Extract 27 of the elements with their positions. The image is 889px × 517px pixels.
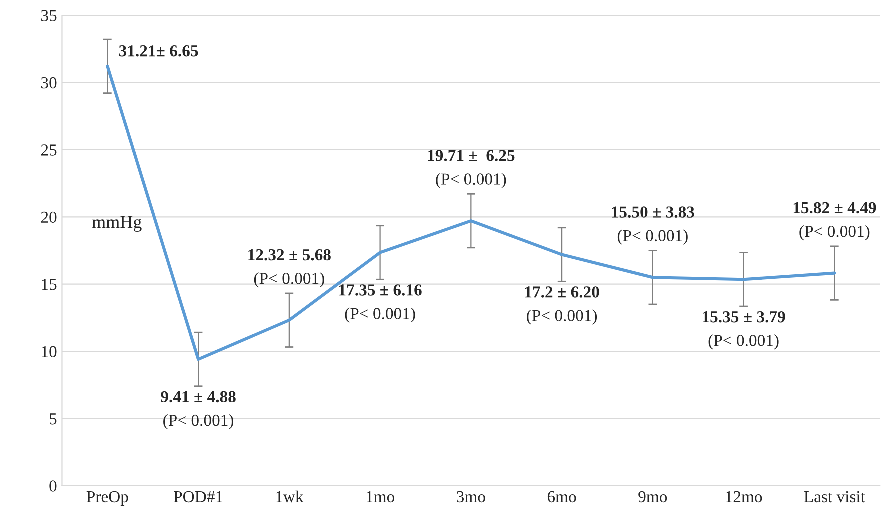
y-tick-label: 5 <box>50 414 57 425</box>
x-tick-label: Last visit <box>804 491 866 503</box>
annotation: 17.2 ± 6.20 (P< 0.001) <box>525 286 600 325</box>
y-tick-label: 30 <box>42 77 57 89</box>
y-tick-label: 15 <box>42 279 57 290</box>
y-tick-label: 35 <box>42 10 57 22</box>
x-tick-label: 12mo <box>726 491 762 503</box>
x-tick-label: 1mo <box>366 491 394 503</box>
x-tick-label: 6mo <box>548 491 576 503</box>
annotation: 9.41 ± 4.88 (P< 0.001) <box>161 391 236 430</box>
x-tick-label: POD#1 <box>174 491 223 503</box>
annotation: 15.50 ± 3.83 (P< 0.001) <box>612 206 694 245</box>
y-tick-label: 0 <box>50 480 57 492</box>
y-tick-label: 20 <box>41 212 57 224</box>
x-tick-label: PreOp <box>86 491 128 506</box>
annotation: 19.71 ± 6.25 (P< 0.001) <box>428 150 515 188</box>
annotation: 15.35 ± 3.79 (P< 0.001) <box>703 312 786 350</box>
x-tick-label: 3mo <box>457 491 486 503</box>
annotation: 31.21± 6.65 <box>119 46 198 57</box>
x-tick-label: 9mo <box>638 491 668 503</box>
x-tick-label: 1wk <box>276 490 304 503</box>
annotation: 12.32 ± 5.68 (P< 0.001) <box>248 249 331 288</box>
y-tick-label: 25 <box>41 144 57 156</box>
y-axis-title: mmHg <box>92 216 142 232</box>
annotation: 17.35 ± 6.16 (P< 0.001) <box>340 284 422 323</box>
annotation: 15.82 ± 4.49 (P< 0.001) <box>794 202 876 241</box>
y-tick-label: 10 <box>42 346 57 358</box>
